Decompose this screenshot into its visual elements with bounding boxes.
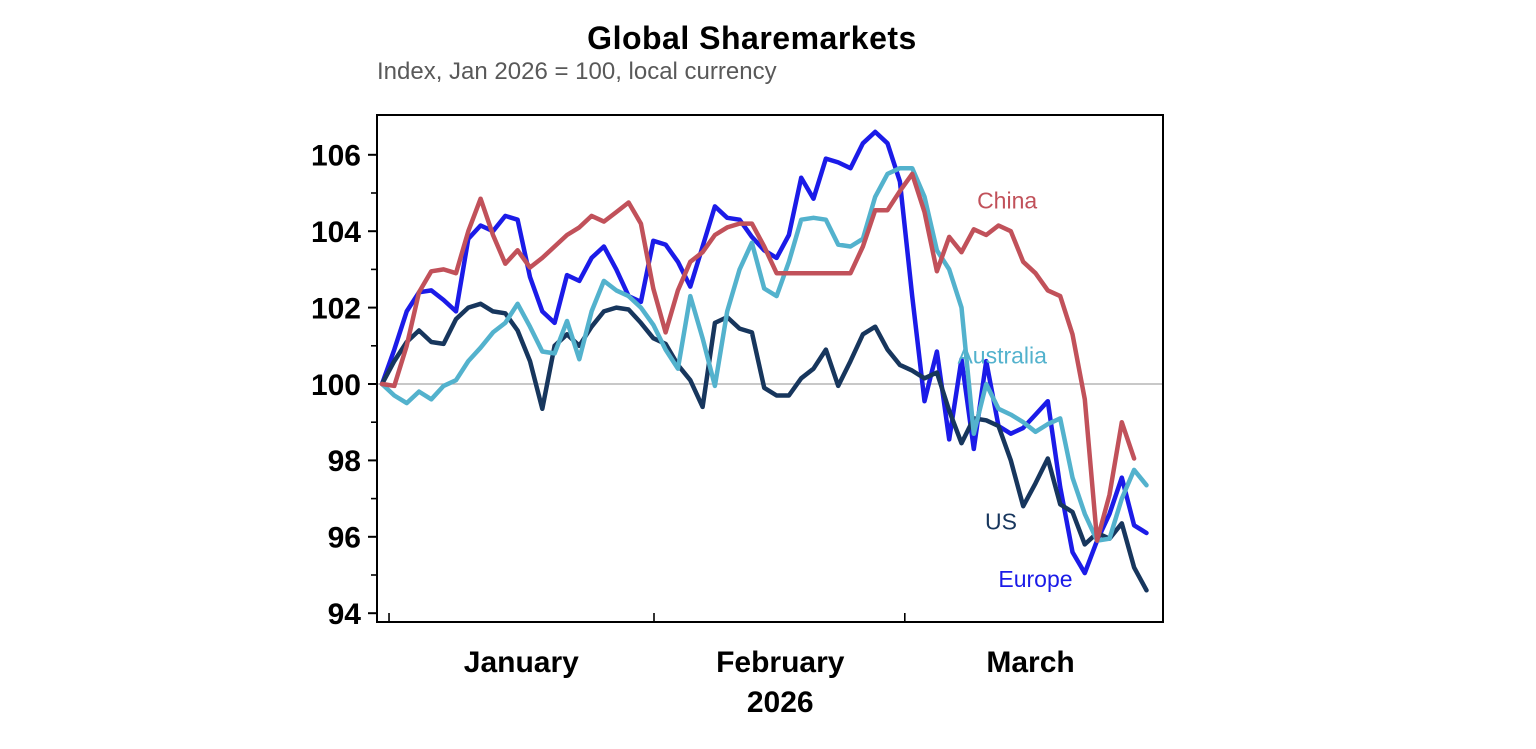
x-axis-year-label: 2026 — [747, 686, 814, 719]
chart-title: Global Sharemarkets — [587, 20, 917, 56]
y-axis-tick-label: 94 — [328, 598, 362, 631]
y-axis-tick-label: 100 — [311, 369, 361, 402]
x-axis-month-label: February — [716, 646, 845, 679]
series-line-china — [379, 171, 1137, 543]
y-axis-tick-label: 104 — [311, 216, 361, 249]
chart-subtitle: Index, Jan 2026 = 100, local currency — [377, 58, 777, 85]
series-label-europe: Europe — [998, 566, 1072, 592]
series-label-australia: Australia — [957, 342, 1047, 368]
y-axis-tick-label: 98 — [328, 445, 361, 478]
y-axis-tick-label: 96 — [328, 522, 361, 555]
plot-frame — [376, 114, 1164, 623]
series-line-australia — [379, 165, 1149, 543]
y-axis-tick-label: 106 — [311, 140, 361, 173]
series-label-china: China — [977, 188, 1037, 214]
y-axis-tick-label: 102 — [311, 292, 361, 325]
x-axis-month-label: January — [464, 646, 579, 679]
x-axis-month-label: March — [986, 646, 1074, 679]
series-label-us: US — [985, 509, 1017, 535]
